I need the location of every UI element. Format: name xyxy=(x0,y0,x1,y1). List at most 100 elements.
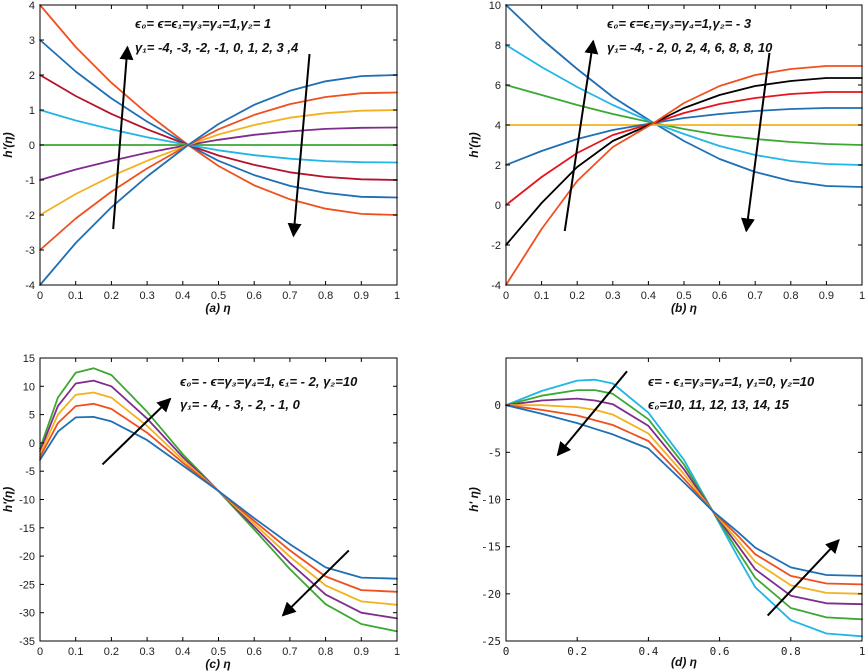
x-tick-label-c: 0 xyxy=(37,646,43,658)
y-tick-label-b: 2 xyxy=(495,160,501,172)
x-tick-label-a: 0.4 xyxy=(175,290,190,302)
series-line-c-4 xyxy=(39,415,398,580)
trend-arrow-c-0 xyxy=(101,397,172,466)
y-tick-label-b: -2 xyxy=(491,240,501,252)
x-tick-label-a: 0.8 xyxy=(318,290,333,302)
x-tick-label-a: 0.9 xyxy=(354,290,369,302)
x-tick-label-b: 0.2 xyxy=(570,290,585,302)
x-tick-label-b: 1 xyxy=(859,290,865,302)
y-tick-label-d: 0 xyxy=(494,399,501,412)
y-tick-label-d: -10 xyxy=(481,494,501,507)
trend-arrow-d-0 xyxy=(556,370,628,457)
x-tick-label-d: 0.4 xyxy=(638,645,658,658)
parameter-annotation-a: ϵ₀= ϵ=ϵ₁=γ₃=γ₄=1,γ₂= 1 xyxy=(135,16,271,31)
x-tick-label-c: 0.4 xyxy=(175,646,190,658)
parameter-annotation-d: ϵ= - ϵ₁=γ₃=γ₄=1, γ₁=0, γ₂=10 xyxy=(648,374,815,389)
series-line-a-0 xyxy=(39,4,398,216)
y-tick-label-a: -4 xyxy=(25,280,35,292)
y-tick-label-c: -15 xyxy=(19,523,35,535)
y-tick-label-b: 10 xyxy=(489,0,501,12)
y-tick-label-c: 15 xyxy=(23,353,35,365)
series-line-d-3 xyxy=(505,404,863,595)
panel-d: 0 0.2 0.4 0.6 0.8 1 -25 -20 -15 -10 -5 0 (d) η h' η) ϵ… xyxy=(467,357,865,669)
y-axis-label-a: h'(η) xyxy=(1,132,15,158)
x-tick-label-b: 0.7 xyxy=(748,290,763,302)
y-tick-label-c: 5 xyxy=(29,410,35,422)
trend-arrow-d-1 xyxy=(766,539,840,617)
series-line-a-8 xyxy=(39,74,398,286)
x-tick-label-a: 0.6 xyxy=(247,290,262,302)
x-tick-label-d: 0.6 xyxy=(710,645,730,658)
y-tick-label-a: -1 xyxy=(25,175,35,187)
y-axis-label-b: h'(η) xyxy=(467,132,481,158)
parameter-values-annotation-a: γ₁= -4, -3, -2, -1, 0, 1, 2, 3 ,4 xyxy=(135,40,299,55)
x-tick-label-c: 0.6 xyxy=(247,646,262,658)
x-tick-label-b: 0.3 xyxy=(605,290,620,302)
x-axis-label-c: (c) η xyxy=(205,657,230,671)
y-tick-label-a: 1 xyxy=(29,105,35,117)
x-tick-label-c: 1 xyxy=(394,646,400,658)
y-tick-label-a: 2 xyxy=(29,70,35,82)
series-line-a-7 xyxy=(39,91,398,251)
series-line-d-2 xyxy=(505,397,863,606)
trend-arrow-a-0 xyxy=(112,45,134,230)
x-tick-label-b: 0.8 xyxy=(783,290,798,302)
panel-c: 0 0.1 0.2 0.3 0.4 0.5 0.6 0.7 0.8 0.9 1 -35 -30 -25 -2… xyxy=(1,353,400,671)
series-line-d-0 xyxy=(505,378,863,638)
series-line-c-2 xyxy=(39,391,398,606)
y-tick-label-d: -25 xyxy=(481,635,501,648)
x-tick-label-b: 0.5 xyxy=(676,290,691,302)
series-line-d-1 xyxy=(505,389,863,621)
series-line-b-7 xyxy=(505,65,863,286)
panel-a: 0 0.1 0.2 0.3 0.4 0.5 0.6 0.7 0.8 0.9 1 -4 -3 -2 -1 0 1 2… xyxy=(1,0,400,315)
x-tick-label-c: 0.9 xyxy=(354,646,369,658)
y-tick-label-b: 8 xyxy=(495,40,501,52)
y-axis-label-c: h'(η) xyxy=(1,487,15,513)
y-tick-label-c: -20 xyxy=(19,551,35,563)
y-tick-label-d: -15 xyxy=(481,541,501,554)
series-line-c-0 xyxy=(39,367,398,633)
series-line-a-1 xyxy=(39,39,398,199)
y-tick-label-a: 0 xyxy=(29,140,35,152)
series-line-b-6 xyxy=(505,77,863,246)
x-tick-label-b: 0.6 xyxy=(712,290,727,302)
y-tick-label-c: -10 xyxy=(19,495,35,507)
trend-arrow-b-0 xyxy=(563,39,599,232)
y-tick-label-a: 3 xyxy=(29,35,35,47)
trend-arrow-a-1 xyxy=(287,53,311,238)
x-axis-label-d: (d) η xyxy=(671,655,697,669)
x-tick-label-c: 0.3 xyxy=(139,646,154,658)
parameter-values-annotation-d: ϵ₀=10, 11, 12, 13, 14, 15 xyxy=(648,397,790,412)
series-line-a-2 xyxy=(39,74,398,181)
x-tick-label-d: 0.2 xyxy=(567,645,587,658)
y-tick-label-d: -20 xyxy=(481,588,501,601)
trend-arrow-c-1 xyxy=(281,549,350,617)
x-tick-label-c: 0.7 xyxy=(282,646,297,658)
trend-arrow-b-1 xyxy=(740,52,771,233)
x-tick-label-a: 0.5 xyxy=(211,290,226,302)
series-line-d-4 xyxy=(505,404,863,586)
x-tick-label-d: 1 xyxy=(859,645,865,658)
series-line-b-0 xyxy=(505,4,863,188)
x-tick-label-a: 1 xyxy=(394,290,400,302)
series-line-a-3 xyxy=(39,109,398,164)
parameter-annotation-b: ϵ₀= ϵ=ϵ₁=γ₃=γ₄=1,γ₂= - 3 xyxy=(607,16,752,31)
y-tick-label-a: -3 xyxy=(25,245,35,257)
y-tick-label-c: -25 xyxy=(19,579,35,591)
x-tick-label-a: 0 xyxy=(37,290,43,302)
y-tick-label-c: 0 xyxy=(29,438,35,450)
y-tick-label-b: -4 xyxy=(491,280,501,292)
x-tick-label-c: 0.2 xyxy=(104,646,119,658)
y-axis-label-d: h' η) xyxy=(467,487,481,512)
x-axis-label-b: (b) η xyxy=(671,301,697,315)
y-tick-label-a: 4 xyxy=(29,0,35,12)
series-line-b-4 xyxy=(505,107,863,166)
series-line-b-2 xyxy=(505,84,863,146)
y-tick-label-b: 4 xyxy=(495,120,501,132)
series-line-d-5 xyxy=(505,404,863,577)
x-tick-label-c: 0.8 xyxy=(318,646,333,658)
series-line-b-5 xyxy=(505,91,863,206)
series-line-c-1 xyxy=(39,379,398,620)
y-tick-label-c: 10 xyxy=(23,381,35,393)
